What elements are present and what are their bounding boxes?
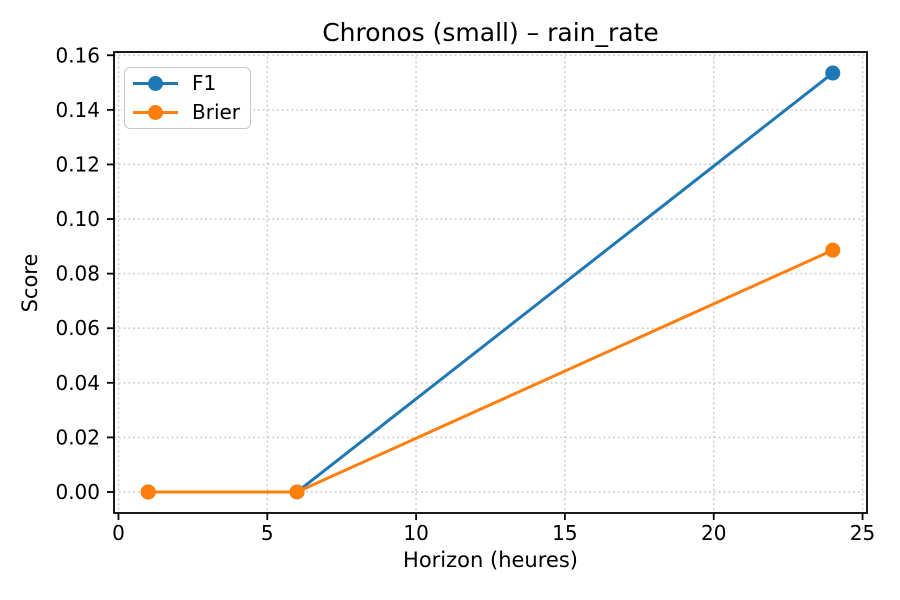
legend-entry-f1: F1: [133, 71, 250, 96]
y-axis-label: Score: [18, 253, 42, 313]
y-tick-label: 0.12: [55, 152, 100, 176]
x-tick-label: 20: [701, 521, 726, 545]
x-tick-label: 5: [261, 521, 274, 545]
y-tick-label: 0.02: [55, 425, 100, 449]
legend-marker-icon: [133, 105, 178, 120]
x-tick-label: 25: [850, 521, 875, 545]
y-tick-label: 0.16: [55, 43, 100, 67]
series-line-brier: [148, 248, 834, 494]
legend-label: F1: [192, 71, 217, 95]
legend-label: Brier: [192, 100, 241, 124]
x-axis-label: Horizon (heures): [403, 548, 578, 572]
y-tick-label: 0.14: [55, 98, 100, 122]
series-line-f1: [148, 71, 834, 494]
data-point-brier: [140, 484, 156, 500]
y-tick-label: 0.10: [55, 207, 100, 231]
x-tick-label: 10: [403, 521, 428, 545]
chart-title: Chronos (small) – rain_rate: [322, 18, 659, 47]
y-tick-label: 0.08: [55, 262, 100, 286]
x-tick-label: 0: [112, 521, 125, 545]
data-point-brier: [289, 484, 305, 500]
y-tick-label: 0.00: [55, 480, 100, 504]
x-tick-label: 15: [552, 521, 577, 545]
legend: F1 Brier: [124, 67, 251, 129]
plot-border: [113, 51, 868, 514]
legend-entry-brier: Brier: [133, 100, 250, 125]
data-point-f1: [825, 65, 841, 81]
y-tick-label: 0.06: [55, 316, 100, 340]
legend-marker-icon: [133, 76, 178, 91]
y-tick-label: 0.04: [55, 371, 100, 395]
data-point-brier: [825, 242, 841, 258]
